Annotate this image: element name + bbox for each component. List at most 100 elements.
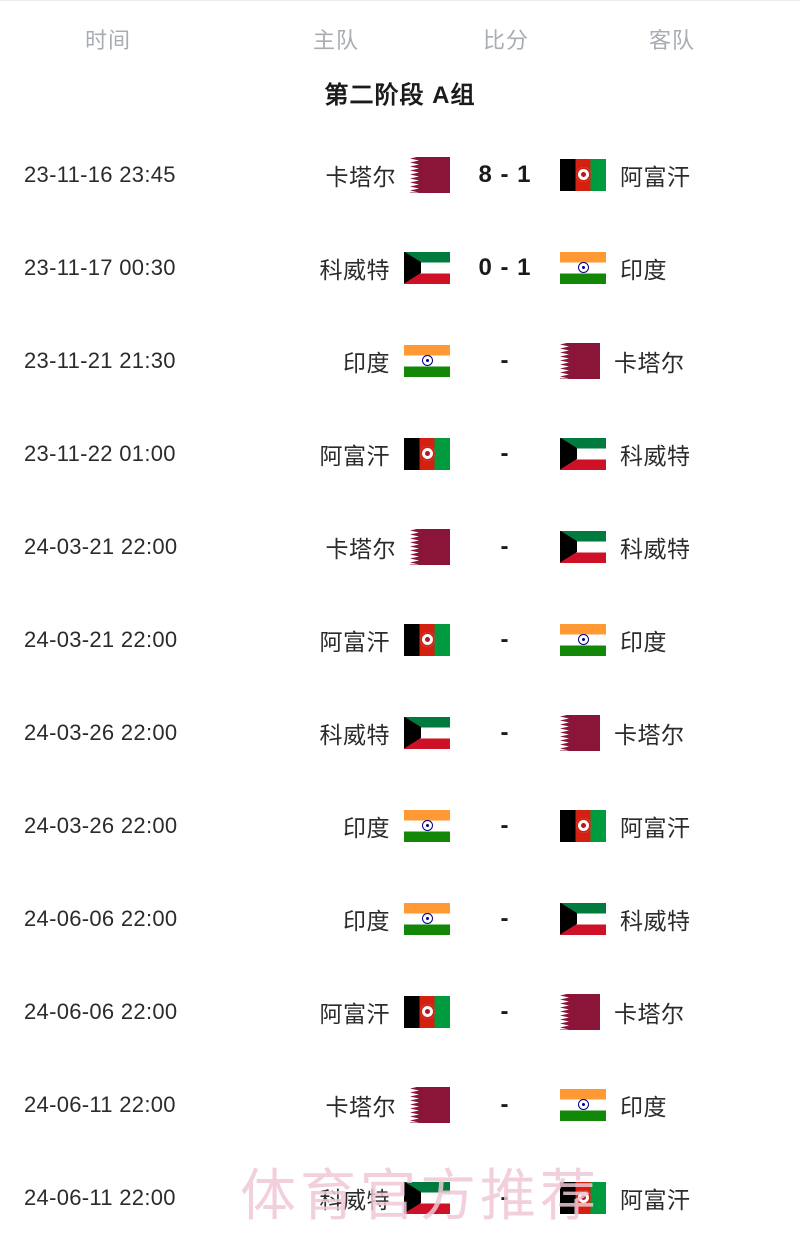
match-time: 24-06-11 22:00 xyxy=(24,1184,176,1210)
match-score: - xyxy=(500,1183,510,1211)
table-row[interactable]: 23-11-17 00:30 科威特 0 - 1 印度 xyxy=(0,221,800,314)
home-team-name: 卡塔尔 xyxy=(325,535,396,562)
india-flag-icon xyxy=(404,344,450,377)
away-team-name: 印度 xyxy=(620,628,667,655)
table-row[interactable]: 24-03-21 22:00 卡塔尔 - 科威特 xyxy=(0,500,800,593)
table-row[interactable]: 24-06-06 22:00 印度 - 科威特 xyxy=(0,872,800,965)
home-team-cell[interactable]: 卡塔尔 xyxy=(250,500,450,593)
afghanistan-flag-icon xyxy=(560,1181,606,1214)
match-score: - xyxy=(500,904,510,932)
match-time: 23-11-21 21:30 xyxy=(24,347,176,373)
qatar-flag-icon xyxy=(560,993,600,1030)
away-team-cell[interactable]: 卡塔尔 xyxy=(560,686,790,779)
match-time: 24-03-26 22:00 xyxy=(24,812,178,838)
home-team-name: 科威特 xyxy=(319,721,390,748)
away-team-cell[interactable]: 印度 xyxy=(560,593,790,686)
qatar-flag-icon xyxy=(410,1086,450,1123)
column-header-time: 时间 xyxy=(84,28,132,53)
table-row[interactable]: 24-03-21 22:00 阿富汗 - 印度 xyxy=(0,593,800,686)
kuwait-flag-icon xyxy=(560,902,606,935)
home-team-cell[interactable]: 卡塔尔 xyxy=(250,1058,450,1151)
home-team-cell[interactable]: 阿富汗 xyxy=(250,965,450,1058)
away-team-cell[interactable]: 阿富汗 xyxy=(560,779,790,872)
match-score: 8 - 1 xyxy=(478,160,532,188)
home-team-name: 印度 xyxy=(343,907,390,934)
away-team-name: 卡塔尔 xyxy=(614,349,685,376)
home-team-cell[interactable]: 印度 xyxy=(250,872,450,965)
away-team-name: 印度 xyxy=(620,1093,667,1120)
afghanistan-flag-icon xyxy=(404,623,450,656)
match-time: 23-11-22 01:00 xyxy=(24,440,176,466)
india-flag-icon xyxy=(560,623,606,656)
away-team-name: 科威特 xyxy=(620,907,691,934)
home-team-name: 印度 xyxy=(343,814,390,841)
table-row[interactable]: 23-11-16 23:45 卡塔尔 8 - 1 阿富汗 xyxy=(0,128,800,221)
home-team-cell[interactable]: 印度 xyxy=(250,314,450,407)
kuwait-flag-icon xyxy=(404,251,450,284)
away-team-name: 卡塔尔 xyxy=(614,721,685,748)
home-team-name: 科威特 xyxy=(319,256,390,283)
away-team-cell[interactable]: 印度 xyxy=(560,221,790,314)
match-time: 24-03-21 22:00 xyxy=(24,626,178,652)
india-flag-icon xyxy=(560,1088,606,1121)
match-score: - xyxy=(500,811,510,839)
kuwait-flag-icon xyxy=(560,437,606,470)
match-rows: 23-11-16 23:45 卡塔尔 8 - 1 阿富汗 23-11-17 00:30 科… xyxy=(0,128,800,1244)
kuwait-flag-icon xyxy=(404,1181,450,1214)
table-row[interactable]: 24-06-11 22:00 卡塔尔 - 印度 xyxy=(0,1058,800,1151)
home-team-name: 阿富汗 xyxy=(319,1000,390,1027)
match-time: 24-06-11 22:00 xyxy=(24,1091,176,1117)
match-score: - xyxy=(500,439,510,467)
match-score: - xyxy=(500,346,510,374)
match-time: 24-03-21 22:00 xyxy=(24,533,178,559)
away-team-cell[interactable]: 印度 xyxy=(560,1058,790,1151)
away-team-cell[interactable]: 科威特 xyxy=(560,407,790,500)
away-team-cell[interactable]: 卡塔尔 xyxy=(560,965,790,1058)
home-team-name: 科威特 xyxy=(319,1186,390,1213)
table-row[interactable]: 24-03-26 22:00 科威特 - 卡塔尔 xyxy=(0,686,800,779)
away-team-name: 阿富汗 xyxy=(620,163,691,190)
away-team-cell[interactable]: 卡塔尔 xyxy=(560,314,790,407)
home-team-cell[interactable]: 科威特 xyxy=(250,1151,450,1244)
table-row[interactable]: 24-03-26 22:00 印度 - 阿富汗 xyxy=(0,779,800,872)
home-team-cell[interactable]: 卡塔尔 xyxy=(250,128,450,221)
away-team-name: 卡塔尔 xyxy=(614,1000,685,1027)
home-team-cell[interactable]: 阿富汗 xyxy=(250,407,450,500)
match-score: - xyxy=(500,997,510,1025)
table-row[interactable]: 24-06-11 22:00 科威特 - 阿富汗 xyxy=(0,1151,800,1244)
home-team-cell[interactable]: 阿富汗 xyxy=(250,593,450,686)
table-row[interactable]: 23-11-22 01:00 阿富汗 - 科威特 xyxy=(0,407,800,500)
column-header-home: 主队 xyxy=(312,28,360,53)
qatar-flag-icon xyxy=(410,156,450,193)
match-score: - xyxy=(500,532,510,560)
afghanistan-flag-icon xyxy=(404,437,450,470)
india-flag-icon xyxy=(404,809,450,842)
away-team-name: 阿富汗 xyxy=(620,814,691,841)
away-team-name: 印度 xyxy=(620,256,667,283)
qatar-flag-icon xyxy=(410,528,450,565)
match-score: - xyxy=(500,718,510,746)
group-title: 第二阶段 A组 xyxy=(324,82,476,109)
away-team-name: 科威特 xyxy=(620,442,691,469)
home-team-cell[interactable]: 科威特 xyxy=(250,686,450,779)
afghanistan-flag-icon xyxy=(560,809,606,842)
column-header-score: 比分 xyxy=(482,28,530,53)
home-team-cell[interactable]: 印度 xyxy=(250,779,450,872)
away-team-cell[interactable]: 科威特 xyxy=(560,500,790,593)
afghanistan-flag-icon xyxy=(560,158,606,191)
table-row[interactable]: 24-06-06 22:00 阿富汗 - 卡塔尔 xyxy=(0,965,800,1058)
kuwait-flag-icon xyxy=(560,530,606,563)
away-team-cell[interactable]: 阿富汗 xyxy=(560,1151,790,1244)
home-team-cell[interactable]: 科威特 xyxy=(250,221,450,314)
away-team-cell[interactable]: 科威特 xyxy=(560,872,790,965)
away-team-cell[interactable]: 阿富汗 xyxy=(560,128,790,221)
away-team-name: 科威特 xyxy=(620,535,691,562)
table-header-row: 时间 主队 比分 客队 xyxy=(0,1,800,77)
home-team-name: 阿富汗 xyxy=(319,442,390,469)
table-row[interactable]: 23-11-21 21:30 印度 - 卡塔尔 xyxy=(0,314,800,407)
afghanistan-flag-icon xyxy=(404,995,450,1028)
match-time: 24-06-06 22:00 xyxy=(24,905,178,931)
match-time: 23-11-16 23:45 xyxy=(24,161,176,187)
home-team-name: 卡塔尔 xyxy=(325,163,396,190)
match-score: 0 - 1 xyxy=(478,253,532,281)
